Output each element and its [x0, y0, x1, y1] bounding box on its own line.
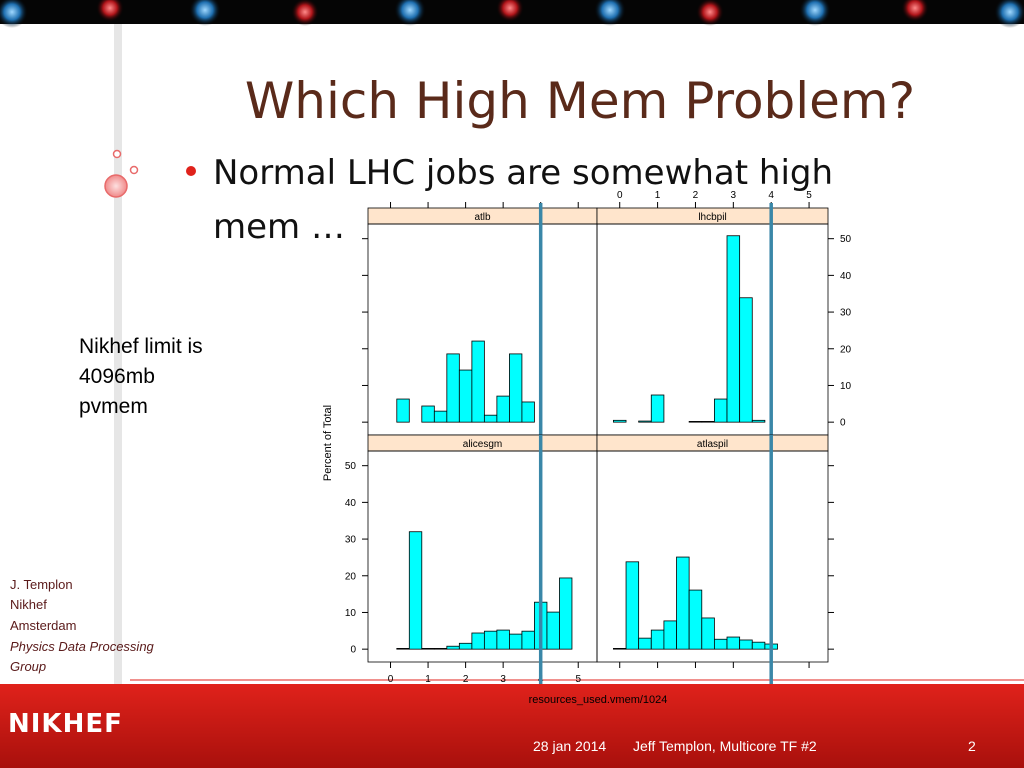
bar — [751, 419, 766, 423]
x-tick-label: 3 — [500, 674, 506, 685]
bar — [446, 645, 460, 650]
bar — [496, 395, 510, 423]
logo: NIKHEF — [8, 709, 123, 739]
y-tick-label: 10 — [840, 381, 852, 392]
bar — [663, 620, 677, 650]
bar — [421, 648, 435, 650]
x-tick-label: 1 — [655, 190, 661, 201]
bar — [612, 419, 627, 423]
slide-title: Which High Mem Problem? — [245, 72, 915, 130]
y-tick-label: 20 — [345, 571, 357, 582]
x-tick-label: 0 — [388, 674, 394, 685]
bar — [521, 630, 535, 650]
bar — [521, 401, 535, 423]
x-tick-label: 4 — [768, 190, 774, 201]
x-tick-label: 2 — [463, 674, 469, 685]
panel-frame — [596, 450, 829, 663]
y-tick-label: 30 — [840, 308, 852, 319]
bar — [471, 632, 485, 650]
bar — [433, 410, 448, 423]
bar — [421, 405, 435, 423]
y-tick-label: 10 — [345, 608, 357, 619]
bullet-text: Normal LHC jobs are somewhat high — [213, 153, 833, 193]
x-tick-label: 5 — [806, 190, 812, 201]
bar — [546, 611, 560, 650]
strip-label: atlb — [474, 212, 491, 223]
bar — [751, 641, 766, 650]
bar — [559, 577, 573, 650]
y-tick-label: 0 — [840, 418, 846, 429]
bar — [688, 421, 703, 423]
page-number: 2 — [968, 738, 976, 754]
header-decor — [0, 0, 1024, 28]
bar — [638, 420, 652, 423]
bar — [433, 648, 448, 650]
side-bar — [114, 24, 122, 690]
bar — [713, 638, 728, 650]
footer-date: 28 jan 2014 — [533, 738, 606, 754]
x-axis-label: resources_used.vmem/1024 — [529, 694, 668, 706]
bar — [458, 642, 473, 650]
x-tick-label: 0 — [617, 190, 623, 201]
x-tick-label: 1 — [425, 674, 431, 685]
y-tick-label: 50 — [345, 461, 357, 472]
y-tick-label: 30 — [345, 535, 357, 546]
group-text: Group — [10, 659, 46, 674]
y-axis-label: Percent of Total — [322, 405, 334, 481]
bar — [650, 629, 665, 650]
bar — [483, 630, 498, 650]
bullet-dot — [186, 166, 196, 176]
strip-label: atlaspil — [697, 439, 728, 450]
footer-band — [0, 684, 1024, 768]
x-tick-label: 3 — [731, 190, 737, 201]
side-circles — [104, 149, 139, 198]
y-tick-label: 40 — [840, 271, 852, 282]
strip-label: alicesgm — [463, 439, 502, 450]
footer-text: Jeff Templon, Multicore TF #2 — [633, 738, 817, 754]
bar — [739, 297, 753, 423]
bar — [713, 398, 728, 423]
bar — [446, 353, 460, 423]
bar — [396, 648, 410, 650]
bar — [509, 353, 523, 423]
y-tick-label: 40 — [345, 498, 357, 509]
author-text: Nikhef — [10, 597, 47, 612]
note-text: 4096mb — [79, 365, 155, 388]
bar — [701, 617, 715, 650]
bar — [739, 639, 753, 650]
bullet-text: mem … — [213, 207, 345, 247]
x-tick-label: 5 — [575, 674, 581, 685]
bar — [688, 589, 703, 650]
bar — [701, 421, 715, 423]
bar — [650, 394, 665, 423]
strip-label: lhcbpil — [698, 212, 726, 223]
bar — [676, 556, 690, 650]
bar — [408, 531, 423, 650]
author-text: Amsterdam — [10, 618, 76, 633]
group-text: Physics Data Processing — [10, 639, 155, 654]
bar — [483, 414, 498, 423]
y-tick-label: 0 — [350, 645, 356, 656]
bar — [612, 648, 627, 650]
bar — [638, 637, 652, 650]
note-text: pvmem — [79, 395, 148, 418]
author-text: J. Templon — [10, 577, 73, 592]
bar — [509, 633, 523, 650]
note-text: Nikhef limit is — [79, 335, 203, 358]
bar — [458, 369, 473, 423]
bar — [726, 235, 741, 423]
bar — [726, 636, 741, 650]
x-tick-label: 2 — [693, 190, 699, 201]
bar — [396, 398, 410, 423]
bar — [625, 561, 640, 650]
y-tick-label: 20 — [840, 344, 852, 355]
bar — [496, 629, 510, 650]
bar — [471, 340, 485, 423]
y-tick-label: 50 — [840, 234, 852, 245]
